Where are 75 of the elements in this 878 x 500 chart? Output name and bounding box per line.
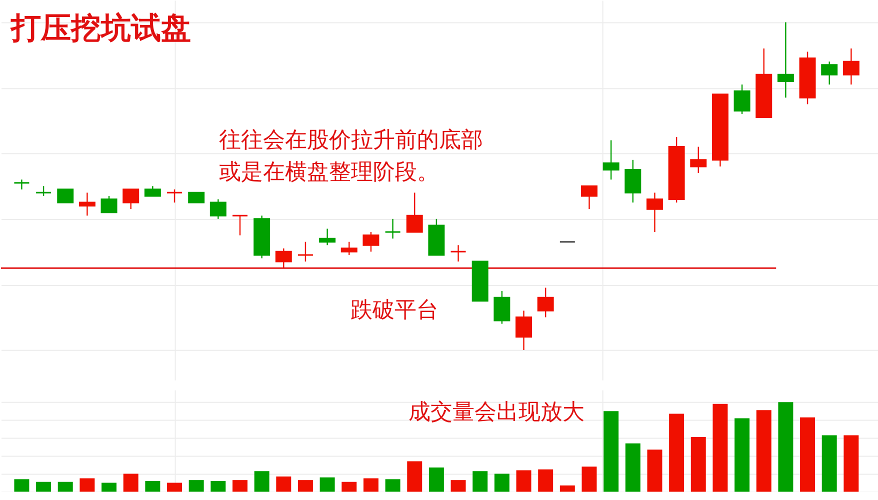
annotation: 跌破平台 [350, 298, 439, 323]
bar [428, 468, 444, 492]
bar [80, 478, 95, 492]
bar [36, 482, 52, 492]
bar [690, 437, 706, 492]
candlestick [516, 310, 532, 351]
candlestick [690, 146, 707, 174]
bar [167, 482, 182, 492]
bar [516, 470, 532, 492]
bar [625, 443, 640, 492]
bar [669, 414, 684, 492]
bar [123, 474, 138, 492]
candlestick [537, 287, 554, 318]
candlestick [210, 198, 226, 220]
candlestick [602, 140, 620, 180]
bar [494, 474, 510, 492]
bar [276, 476, 292, 492]
candlestick [581, 185, 598, 210]
bar [232, 480, 248, 492]
candlestick [144, 186, 161, 197]
bar [14, 479, 30, 492]
candlestick [842, 48, 860, 86]
candlestick [100, 195, 118, 214]
bar [342, 482, 357, 492]
bar [778, 402, 794, 492]
candlestick [166, 188, 183, 204]
bar [712, 404, 728, 492]
bar [254, 471, 270, 492]
bar [407, 461, 422, 492]
candlestick [188, 192, 205, 204]
bar [844, 435, 859, 492]
bar [58, 482, 73, 492]
bar [102, 482, 117, 492]
bar [210, 480, 226, 492]
bar [450, 480, 466, 492]
bar [538, 469, 554, 492]
bar [363, 478, 378, 492]
candlestick [450, 244, 467, 262]
candlestick [275, 248, 292, 269]
candlestick [57, 188, 74, 204]
bar [472, 471, 488, 492]
candlestick [406, 192, 423, 233]
bar [320, 477, 335, 492]
bar [604, 411, 619, 492]
bar [800, 417, 816, 492]
candlestick [624, 159, 642, 204]
chart-title: 打压挖坑试盘 [8, 11, 191, 46]
candlestick [362, 231, 380, 252]
candlestick [232, 214, 248, 236]
candlestick [494, 290, 510, 324]
bar [298, 480, 313, 492]
annotation: 往往会在股价拉升前的底部 [218, 128, 483, 154]
annotation: 成交量会出现放大 [408, 400, 585, 425]
candlestick [777, 22, 794, 98]
bar [385, 479, 400, 492]
candlestick [297, 241, 314, 262]
bar [582, 466, 597, 492]
candlestick [13, 178, 30, 190]
candlestick [734, 84, 750, 115]
bar [647, 450, 662, 492]
bar [145, 480, 160, 492]
bar [822, 435, 837, 492]
candlestick [122, 188, 140, 210]
candlestick [35, 186, 52, 197]
annotation: 或是在横盘整理阶段。 [218, 160, 439, 186]
bar [560, 485, 575, 492]
candlestick [384, 218, 402, 240]
candlestick [821, 60, 838, 86]
candlestick [340, 241, 358, 256]
bar [756, 410, 772, 492]
candlestick [78, 192, 96, 216]
bar [188, 480, 204, 492]
bar [734, 418, 750, 492]
candlestick [319, 228, 336, 246]
candlestick [646, 192, 663, 233]
